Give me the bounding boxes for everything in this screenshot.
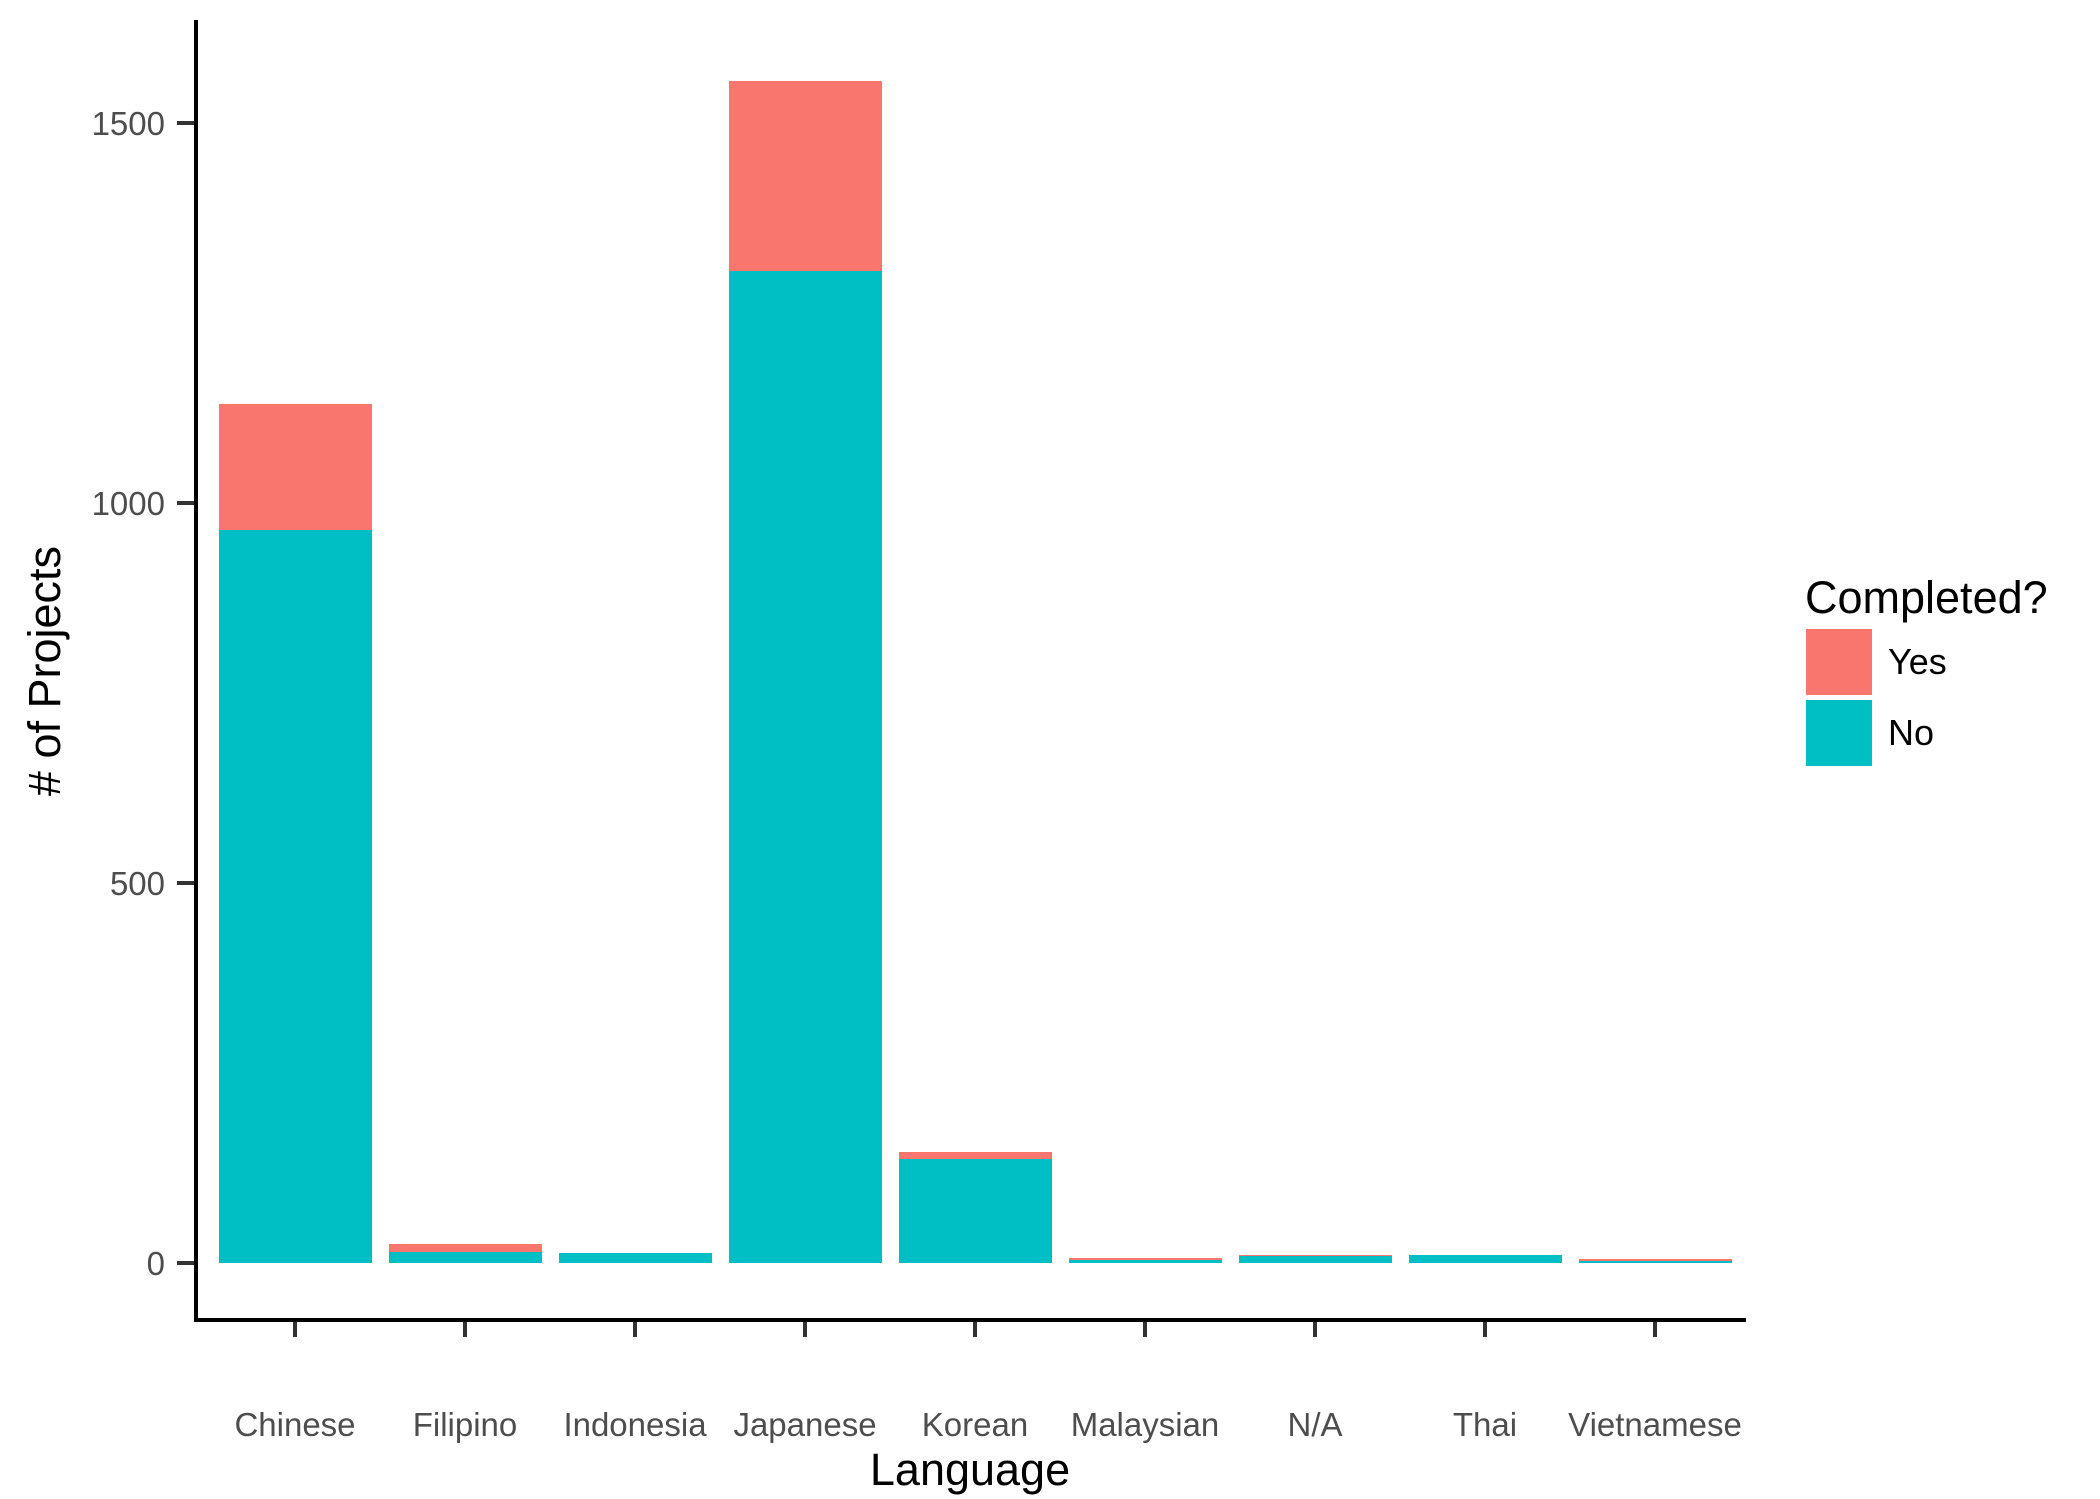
x-tick-label-7: Thai: [1452, 1406, 1518, 1443]
x-tick-label-5: Malaysian: [1070, 1406, 1220, 1443]
bar-chinese-no[interactable]: [218, 529, 372, 1263]
x-axis-line: [194, 1318, 1746, 1322]
bar-na-yes[interactable]: [1238, 1254, 1392, 1257]
bar-vietnamese-no[interactable]: [1578, 1261, 1732, 1263]
x-tick-mark: [633, 1322, 637, 1337]
y-tick-mark: [177, 1261, 194, 1265]
bar-vietnamese-yes[interactable]: [1578, 1259, 1732, 1262]
y-tick-label: 1000: [91, 485, 165, 522]
x-axis-title: Language: [869, 1444, 1071, 1495]
bar-korean-no[interactable]: [898, 1158, 1052, 1263]
x-tick-mark: [1143, 1322, 1147, 1337]
bar-na-no[interactable]: [1238, 1256, 1392, 1263]
bar-filipino-no[interactable]: [388, 1251, 542, 1263]
x-tick-label-3: Japanese: [733, 1406, 877, 1443]
x-tick-label-6: N/A: [1287, 1406, 1343, 1443]
bar-malaysian-no[interactable]: [1068, 1259, 1222, 1263]
legend-label-yes: Yes: [1888, 641, 1947, 682]
y-tick-mark: [177, 501, 194, 505]
bar-chinese-yes[interactable]: [218, 404, 372, 530]
x-tick-mark: [463, 1322, 467, 1337]
y-tick-mark: [177, 881, 194, 885]
y-tick-label: 500: [109, 865, 165, 902]
bar-japanese-yes[interactable]: [728, 81, 882, 272]
bar-japanese-no[interactable]: [728, 271, 882, 1263]
x-tick-mark: [293, 1322, 297, 1337]
x-tick-label-0: Chinese: [234, 1406, 356, 1443]
x-tick-mark: [1483, 1322, 1487, 1337]
y-axis-title: # of Projects: [19, 545, 70, 797]
bar-filipino-yes[interactable]: [388, 1244, 542, 1252]
y-axis-line: [194, 20, 198, 1322]
legend-label-no: No: [1888, 712, 1935, 753]
legend-title: Completed?: [1805, 572, 2048, 623]
x-tick-label-2: Indonesia: [563, 1406, 707, 1443]
bar-indonesia-no[interactable]: [558, 1253, 712, 1263]
x-tick-mark: [1653, 1322, 1657, 1337]
bar-korean-yes[interactable]: [898, 1152, 1052, 1159]
x-tick-mark: [1313, 1322, 1317, 1337]
y-tick-mark: [177, 121, 194, 125]
x-tick-mark: [973, 1322, 977, 1337]
x-tick-label-1: Filipino: [412, 1406, 518, 1443]
y-tick-label: 0: [146, 1245, 165, 1282]
x-tick-mark: [803, 1322, 807, 1337]
y-tick-label: 1500: [91, 105, 165, 142]
bar-thai-no[interactable]: [1408, 1255, 1562, 1263]
legend-key-yes[interactable]: [1806, 629, 1872, 695]
x-tick-label-4: Korean: [921, 1406, 1029, 1443]
bar-malaysian-yes[interactable]: [1068, 1257, 1222, 1260]
x-tick-label-8: Vietnamese: [1568, 1406, 1742, 1443]
legend-key-no[interactable]: [1806, 700, 1872, 766]
